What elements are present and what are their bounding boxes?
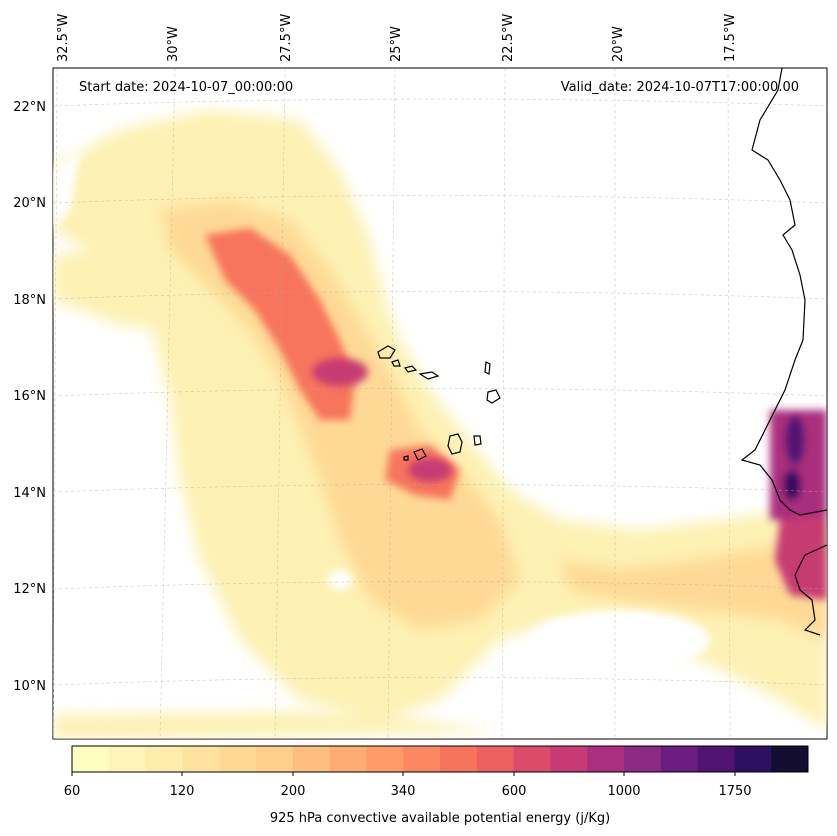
latitude-labels: 22°N 20°N 18°N 16°N 14°N 12°N 10°N <box>13 100 46 694</box>
colorbar-swatch <box>513 746 551 772</box>
colorbar <box>71 745 809 776</box>
cape-verde-fogo <box>413 448 427 461</box>
africa-coastline <box>740 68 827 516</box>
colorbar-tick-label: 200 <box>281 784 306 799</box>
colorbar-swatch <box>403 746 441 772</box>
colorbar-ticks: 60 120 200 340 600 1000 1750 <box>64 784 752 799</box>
cape-verde-sao-vicente <box>391 359 401 367</box>
colorbar-frame <box>71 745 809 773</box>
colorbar-swatch <box>108 746 147 772</box>
colorbar-swatch <box>256 746 294 772</box>
graticule <box>53 68 827 739</box>
colorbar-tick-label: 1000 <box>607 784 640 799</box>
cape-verde-santo-antao <box>377 345 396 359</box>
colorbar-swatch <box>624 746 662 772</box>
cape-verde-sao-nicolau <box>403 365 418 373</box>
colorbar-swatch <box>440 746 478 772</box>
cape-verde-brava <box>403 455 409 461</box>
cape-field <box>53 68 827 739</box>
longitude-labels: 32.5°W 30°W 27.5°W 25°W 22.5°W 20°W 17.5… <box>56 14 738 62</box>
lat-label: 22°N <box>13 100 46 115</box>
lon-label: 32.5°W <box>56 14 71 62</box>
lon-label: 30°W <box>166 26 181 62</box>
lat-label: 16°N <box>13 389 46 404</box>
colorbar-swatch <box>734 746 772 772</box>
colorbar-tick-label: 120 <box>170 784 195 799</box>
cape-verde-sal-bay <box>418 371 440 380</box>
colorbar-swatch <box>145 746 183 772</box>
start-date-label: Start date: 2024-10-07_00:00:00 <box>79 80 293 95</box>
colorbar-swatch <box>292 746 331 772</box>
coastlines <box>377 68 827 636</box>
lon-label: 20°W <box>611 26 626 62</box>
colorbar-swatch <box>329 746 367 772</box>
colorbar-swatch <box>366 746 404 772</box>
lat-label: 14°N <box>13 486 46 501</box>
lat-label: 10°N <box>13 679 46 694</box>
lon-label: 27.5°W <box>279 14 294 62</box>
lat-label: 12°N <box>13 582 46 597</box>
colorbar-swatch <box>697 746 735 772</box>
cape-level-peak <box>312 358 827 600</box>
colorbar-tick-label: 1750 <box>718 784 751 799</box>
colorbar-tick-label: 340 <box>391 784 416 799</box>
colorbar-tick-label: 600 <box>502 784 527 799</box>
colorbar-swatch <box>550 746 588 772</box>
colorbar-swatch <box>219 746 257 772</box>
lat-label: 18°N <box>13 293 46 308</box>
low-cape-clear-areas <box>53 150 710 670</box>
colorbar-swatch <box>182 746 220 772</box>
lon-label: 17.5°W <box>723 14 738 62</box>
valid-date-label: Valid_date: 2024-10-07T17:00:00.00 <box>561 80 799 95</box>
colorbar-title: 925 hPa convective available potential e… <box>270 811 610 826</box>
lon-label: 25°W <box>389 26 404 62</box>
lat-label: 20°N <box>13 196 46 211</box>
colorbar-swatch <box>72 746 110 772</box>
cape-verde-boa-vista <box>486 389 501 404</box>
colorbar-swatch <box>660 746 699 772</box>
cape-verde-maio <box>473 435 482 446</box>
colorbar-swatch <box>771 746 809 772</box>
cape-verde-sal <box>484 361 491 375</box>
lon-label: 22.5°W <box>501 14 516 62</box>
cape-verde-santiago <box>447 433 463 455</box>
colorbar-swatch <box>476 746 515 772</box>
colorbar-tick-label: 60 <box>64 784 81 799</box>
colorbar-swatch <box>587 746 625 772</box>
guinea-coastline <box>794 544 827 636</box>
